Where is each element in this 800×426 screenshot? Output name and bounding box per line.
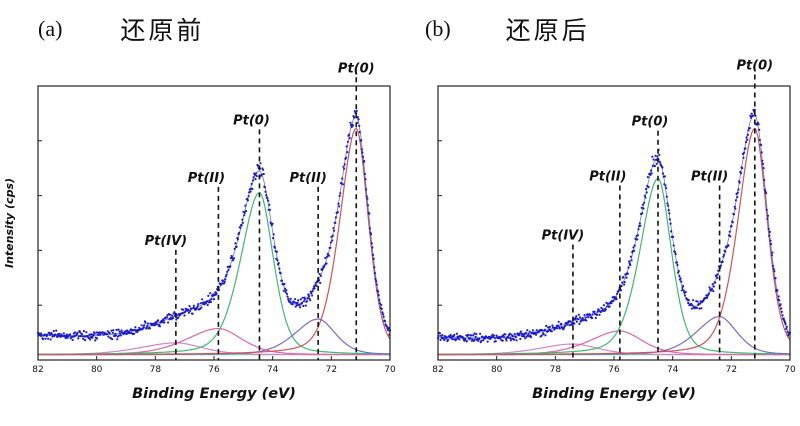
svg-text:76: 76 — [608, 365, 620, 375]
svg-text:Pt(0): Pt(0) — [338, 61, 375, 76]
panel-b: (b) 还原后 Pt(IV) Pt(II) Pt(0) Pt(II) Pt(0) 82 80… — [400, 0, 800, 426]
svg-text:Pt(IV): Pt(IV) — [542, 228, 585, 243]
panel-b-letter: (b) — [425, 16, 451, 41]
svg-text:Pt(II): Pt(II) — [691, 170, 728, 185]
panel-a-letter: (a) — [38, 16, 63, 41]
svg-text:Pt(II): Pt(II) — [289, 171, 326, 186]
svg-text:80: 80 — [491, 365, 503, 375]
panel-a-header: (a) 还原前 — [0, 0, 400, 52]
svg-text:Pt(II): Pt(II) — [188, 171, 225, 186]
svg-text:74: 74 — [667, 365, 679, 375]
panel-a-title: 还原前 — [120, 16, 205, 45]
xps-chart-before-reduction: Pt(IV) Pt(II) Pt(0) Pt(II) Pt(0) 82 80 78 76 74 72… — [3, 61, 396, 402]
svg-text:80: 80 — [91, 365, 103, 375]
svg-text:Pt(0): Pt(0) — [233, 113, 270, 128]
xps-chart-after-reduction: Pt(IV) Pt(II) Pt(0) Pt(II) Pt(0) 82 80 78 76 74 72… — [432, 59, 796, 402]
svg-text:78: 78 — [150, 365, 162, 375]
svg-text:72: 72 — [726, 365, 737, 375]
svg-text:Pt(II): Pt(II) — [589, 170, 626, 185]
svg-text:70: 70 — [384, 365, 396, 375]
svg-text:Binding Energy (eV): Binding Energy (eV) — [532, 386, 696, 402]
svg-text:Pt(0): Pt(0) — [736, 59, 773, 74]
svg-text:Pt(IV): Pt(IV) — [145, 234, 188, 249]
svg-text:Pt(0): Pt(0) — [632, 115, 669, 130]
svg-text:82: 82 — [432, 365, 443, 375]
svg-text:78: 78 — [550, 365, 562, 375]
panel-b-title: 还原后 — [505, 16, 590, 45]
svg-text:76: 76 — [208, 365, 220, 375]
svg-text:72: 72 — [326, 365, 337, 375]
svg-text:70: 70 — [784, 365, 796, 375]
svg-text:Binding Energy (eV): Binding Energy (eV) — [132, 386, 296, 402]
svg-text:82: 82 — [32, 365, 43, 375]
svg-text:Intensity (cps): Intensity (cps) — [3, 178, 16, 268]
panel-b-header: (b) 还原后 — [400, 0, 800, 52]
svg-text:74: 74 — [267, 365, 279, 375]
panel-a: (a) 还原前 Pt(IV) Pt(II) Pt(0) Pt(II) Pt(0) 82 80… — [0, 0, 400, 402]
